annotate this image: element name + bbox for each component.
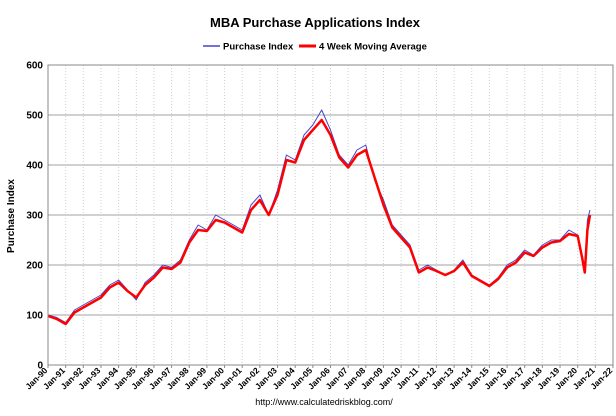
legend-label-moving-average: 4 Week Moving Average bbox=[319, 42, 427, 53]
grid bbox=[47, 64, 614, 368]
y-tick-label: 600 bbox=[26, 61, 43, 72]
y-tick-label: 200 bbox=[26, 261, 43, 272]
legend: Purchase Index 4 Week Moving Average bbox=[203, 42, 427, 53]
series-line-purchase-index bbox=[47, 109, 591, 323]
chart-title: MBA Purchase Applications Index bbox=[210, 15, 421, 30]
series-line-moving-average bbox=[47, 118, 592, 326]
x-axis-ticks: Jan-90Jan-91Jan-92Jan-93Jan-94Jan-95Jan-… bbox=[23, 365, 614, 391]
y-tick-label: 100 bbox=[26, 311, 43, 322]
source-url: http://www.calculatedriskblog.com/ bbox=[255, 397, 393, 407]
legend-label-purchase-index: Purchase Index bbox=[223, 42, 294, 53]
y-axis-label: Purchase Index bbox=[6, 179, 17, 253]
y-axis-ticks: 0 100 200 300 400 500 600 bbox=[26, 61, 43, 372]
y-tick-label: 0 bbox=[37, 361, 43, 372]
y-tick-label: 400 bbox=[26, 161, 43, 172]
series-group bbox=[47, 109, 592, 326]
plot-area-border bbox=[47, 64, 614, 366]
y-tick-label: 300 bbox=[26, 211, 43, 222]
y-tick-label: 500 bbox=[26, 111, 43, 122]
